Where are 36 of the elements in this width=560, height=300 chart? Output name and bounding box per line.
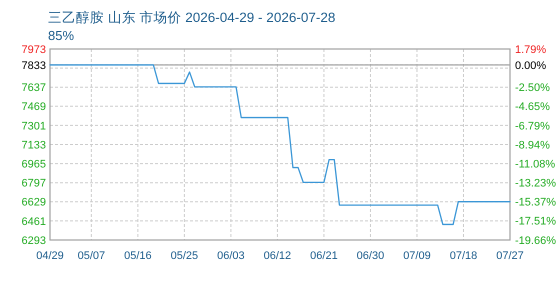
y-tick-label: 7133: [22, 139, 46, 152]
y2-tick-label: -17.51%: [515, 216, 556, 228]
y-tick-label: 7637: [22, 82, 46, 94]
x-tick-label: 06/03: [217, 250, 245, 262]
chart-subtitle: 85%: [48, 28, 74, 43]
x-tick-label: 06/21: [310, 250, 338, 262]
y2-tick-label: -4.65%: [515, 101, 550, 114]
y2-tick-label: -11.08%: [515, 158, 556, 170]
y-tick-label: 7973: [22, 44, 46, 56]
x-tick-label: 07/27: [496, 250, 524, 262]
y-tick-label: 7469: [22, 101, 46, 114]
y-tick-label: 6293: [22, 234, 46, 247]
y2-tick-label: -6.79%: [515, 120, 550, 132]
y-tick-label: 7301: [22, 120, 46, 132]
y-tick-label: 6965: [22, 158, 46, 170]
x-tick-label: 05/25: [170, 250, 198, 262]
x-tick-label: 05/16: [124, 250, 152, 262]
y-tick-label: 7833: [22, 60, 46, 72]
x-tick-label: 06/30: [356, 250, 384, 262]
x-tick-label: 04/29: [36, 250, 64, 262]
y-tick-label: 6797: [22, 178, 46, 190]
x-tick-label: 07/09: [403, 250, 431, 262]
y2-tick-label: -19.66%: [515, 234, 556, 247]
chart-title: 三乙醇胺 山东 市场价 2026-04-29 - 2026-07-28: [48, 10, 336, 25]
y2-tick-label: 1.79%: [515, 44, 546, 56]
x-tick-label: 07/18: [450, 250, 478, 262]
y-tick-label: 6629: [22, 196, 46, 209]
x-tick-label: 05/07: [78, 250, 106, 262]
line-series: [49, 64, 511, 226]
y2-tick-label: -8.94%: [515, 139, 550, 152]
x-tick-label: 06/12: [264, 250, 292, 262]
y2-tick-label: 0.00%: [515, 60, 546, 72]
y2-tick-label: -2.50%: [515, 82, 550, 94]
y-tick-label: 6461: [22, 216, 46, 228]
y2-tick-label: -13.23%: [515, 178, 556, 190]
y2-tick-label: -15.37%: [515, 196, 556, 209]
